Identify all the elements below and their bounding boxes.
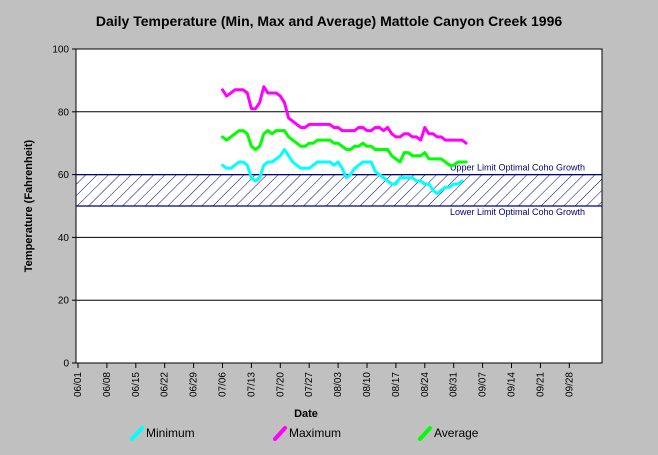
legend-item-maximum: Maximum — [273, 426, 341, 441]
series-line-maximum — [221, 85, 468, 145]
x-tick-label-09-14: 09/14 — [507, 372, 518, 397]
x-tick-label-09-28: 09/28 — [564, 372, 575, 397]
x-tick-label-08-03: 08/03 — [333, 372, 344, 397]
x-tick-label-06-08: 06/08 — [102, 372, 113, 397]
x-tick-label-06-29: 06/29 — [189, 372, 200, 397]
y-tick-label-80: 80 — [58, 107, 70, 118]
series-line-minimum — [221, 148, 464, 195]
legend-swatch-average — [418, 426, 432, 441]
x-tick-label-09-07: 09/07 — [478, 372, 489, 397]
x-tick-label-08-17: 08/17 — [391, 372, 402, 397]
series-line-average — [221, 129, 468, 167]
x-tick-label-07-06: 07/06 — [218, 372, 229, 397]
y-axis-title: Temperature (Fahrenheit) — [23, 139, 35, 272]
x-tick-label-08-24: 08/24 — [420, 372, 431, 397]
legend-swatch-minimum — [130, 426, 144, 441]
band-hatch — [76, 174, 602, 206]
legend-label-minimum: Minimum — [146, 426, 195, 440]
y-tick-label-100: 100 — [52, 45, 69, 56]
series-layer — [221, 85, 468, 195]
x-tick-label-06-01: 06/01 — [73, 372, 84, 397]
legend-item-average: Average — [418, 426, 479, 441]
y-axis: 0 20 40 60 80 100 — [52, 45, 76, 370]
y-tick-label-60: 60 — [58, 170, 70, 181]
x-axis: 06/01 06/08 06/15 06/22 06/29 07/06 07/13 07/20… — [73, 363, 575, 397]
x-axis-title: Date — [294, 408, 318, 420]
y-tick-label-40: 40 — [58, 233, 70, 244]
y-tick-label-0: 0 — [63, 359, 69, 370]
chart-title: Daily Temperature (Min, Max and Average)… — [96, 13, 563, 29]
legend-swatch-maximum — [273, 426, 287, 441]
x-tick-label-06-15: 06/15 — [131, 372, 142, 397]
x-tick-label-08-10: 08/10 — [362, 372, 373, 397]
legend-label-average: Average — [434, 426, 479, 440]
x-tick-label-09-21: 09/21 — [535, 372, 546, 397]
legend-item-minimum: Minimum — [130, 426, 195, 441]
x-tick-label-07-20: 07/20 — [275, 372, 286, 397]
legend-label-maximum: Maximum — [289, 426, 341, 440]
x-tick-label-07-13: 07/13 — [246, 372, 257, 397]
band-lower-label: Lower Limit Optimal Coho Growth — [450, 207, 585, 217]
x-tick-label-08-31: 08/31 — [449, 372, 460, 397]
coho-growth-band: Upper Limit Optimal Coho Growth Lower Lim… — [76, 163, 602, 217]
legend: Minimum Maximum Average — [130, 426, 479, 441]
x-tick-label-06-22: 06/22 — [160, 372, 171, 397]
band-upper-label: Upper Limit Optimal Coho Growth — [450, 163, 585, 173]
x-tick-label-07-27: 07/27 — [304, 372, 315, 397]
y-tick-label-20: 20 — [58, 296, 70, 307]
